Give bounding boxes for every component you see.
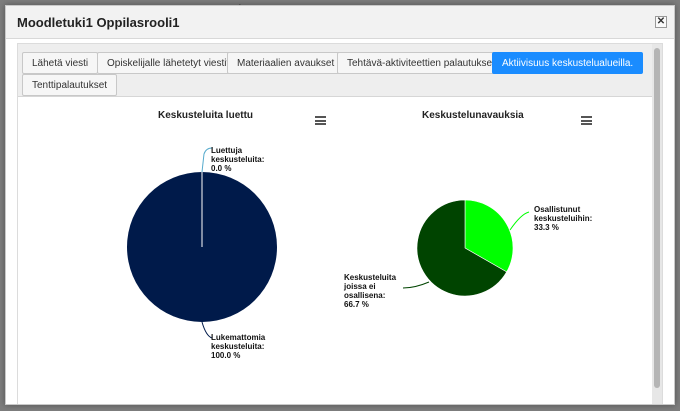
chart2-connector-1 <box>402 281 430 289</box>
chart1-label-0: Luettuja keskusteluita: 0.0 % <box>211 146 264 173</box>
dialog-title: Moodletuki1 Oppilasrooli1 <box>17 15 180 30</box>
close-icon[interactable]: ✕ <box>655 16 667 28</box>
chart1-title: Keskusteluita luettu <box>158 110 254 121</box>
chart2-label-1: Keskusteluita joissa ei osallisena: 66.7 % <box>343 273 397 309</box>
chart2-slice-0[interactable] <box>464 199 514 273</box>
tab-assignment-submissions[interactable]: Tehtävä-aktiviteettien palautukset <box>337 52 505 74</box>
chart1-menu-icon[interactable] <box>315 116 326 125</box>
chart2-connector-0 <box>509 211 530 231</box>
report-dialog: Moodletuki1 Oppilasrooli1 ✕ Lähetä viest… <box>5 5 675 405</box>
pie-charts: Luettuja keskusteluita: 0.0 % Lukemattomia k… <box>127 146 592 360</box>
tab-send-message[interactable]: Lähetä viesti <box>22 52 99 74</box>
tab-bar: Lähetä viesti Opiskelijalle lähetetyt vi… <box>18 44 662 97</box>
tab-quiz-submissions[interactable]: Tenttipalautukset <box>22 74 118 96</box>
chart2-title: Keskustelunavauksia <box>422 110 524 121</box>
tab-sent-messages[interactable]: Opiskelijalle lähetetyt viestit <box>97 52 240 74</box>
chart2-slice-1[interactable] <box>416 199 508 297</box>
background-page-text: . <box>238 0 243 9</box>
chart2-menu-icon[interactable] <box>581 116 592 125</box>
dialog-content: Lähetä viesti Opiskelijalle lähetetyt vi… <box>17 43 663 404</box>
scrollbar[interactable] <box>652 44 662 404</box>
chart1-connector-0 <box>201 147 213 173</box>
chart1-label-1: Lukemattomia keskusteluita: 100.0 % <box>211 333 266 360</box>
chart1-connector-1 <box>201 321 213 339</box>
dialog-titlebar: Moodletuki1 Oppilasrooli1 ✕ <box>6 6 674 39</box>
tab-forum-activity[interactable]: Aktiivisuus keskustelualueilla. <box>492 52 644 74</box>
scrollbar-thumb[interactable] <box>654 48 660 388</box>
chart2-label-0: Osallistunut keskusteluihin: 33.3 % <box>534 205 592 232</box>
